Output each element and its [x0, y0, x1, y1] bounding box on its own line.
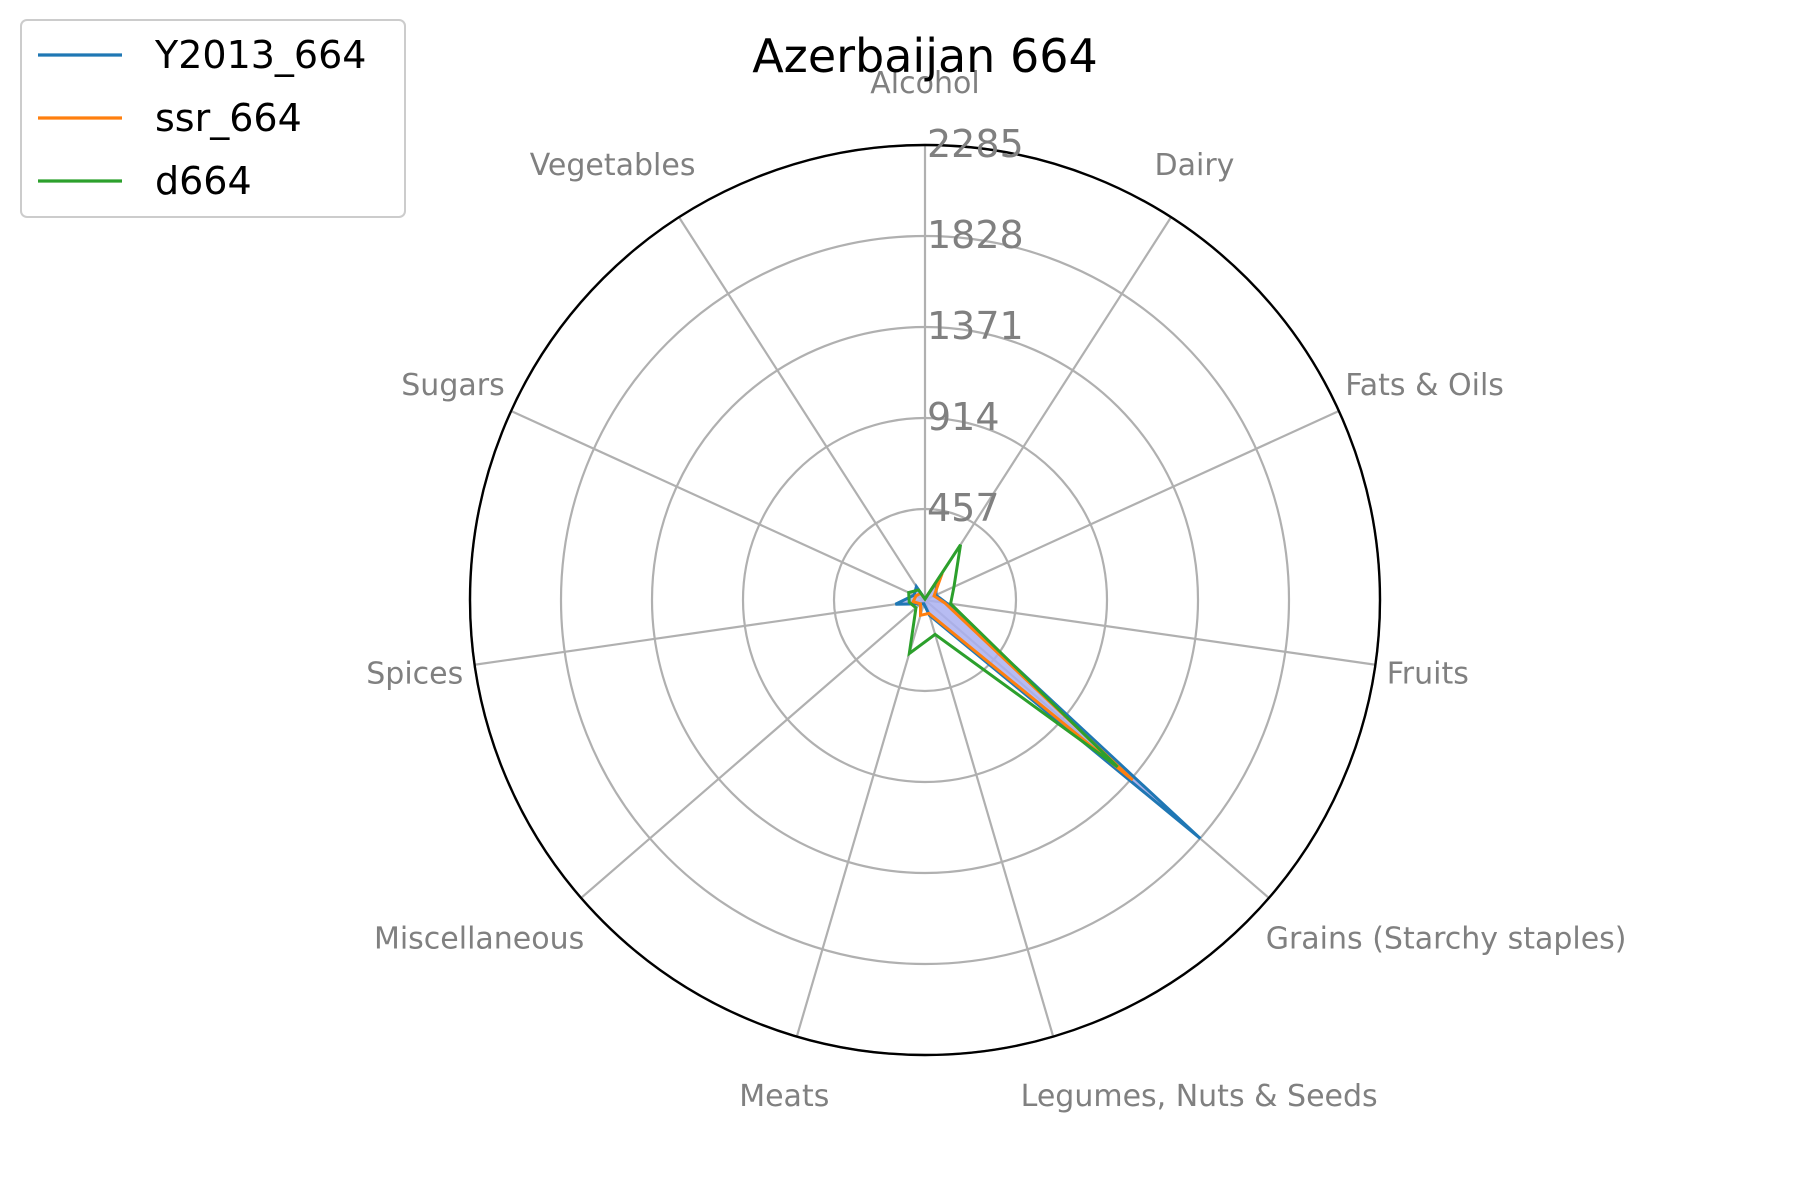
category-label-9: Spices	[366, 657, 463, 692]
category-label-5: Grains (Starchy staples)	[1266, 922, 1627, 957]
polar-frame	[468, 143, 1382, 1057]
grid-spoke-4	[924, 598, 1376, 666]
category-label-10: Sugars	[401, 368, 504, 403]
grid-spoke-8	[580, 599, 926, 899]
category-label-4: Fruits	[1387, 657, 1469, 692]
legend: Y2013_664 ssr_664 d664	[20, 19, 406, 218]
grid-spoke-11	[678, 216, 926, 601]
category-label-6: Legumes, Nuts & Seeds	[1021, 1079, 1378, 1114]
category-label-2: Dairy	[1155, 148, 1235, 183]
chart-title: Azerbaijan 664	[752, 29, 1098, 83]
legend-box	[20, 19, 406, 218]
grid-spoke-3	[924, 409, 1340, 602]
tick-label-1: 457	[927, 486, 1000, 530]
tick-label-2: 914	[927, 395, 1000, 439]
grid-spoke-2	[924, 216, 1172, 601]
grid-spoke-7	[795, 599, 927, 1037]
tick-label-4: 1828	[927, 213, 1024, 257]
category-label-3: Fats & Oils	[1345, 368, 1504, 403]
series-line-d664	[907, 543, 1119, 769]
series-line-ssr_664	[911, 572, 1134, 782]
category-labels: Alcohol Dairy Fats & Oils Fruits Grains (Sta…	[366, 66, 1626, 1114]
grid-spoke-6	[923, 599, 1055, 1037]
series-lines	[894, 543, 1202, 840]
grid-spoke-10	[510, 409, 926, 602]
radial-tick-labels: 457 914 1371 1828 2285	[927, 122, 1024, 530]
grid-spoke-9	[474, 598, 926, 666]
category-label-1: Alcohol	[870, 66, 979, 101]
tick-label-5: 2285	[927, 122, 1024, 166]
legend-label-ssr_664: ssr_664	[155, 96, 302, 140]
legend-label-d664: d664	[155, 159, 252, 203]
tick-label-3: 1371	[927, 304, 1024, 348]
category-label-8: Miscellaneous	[374, 922, 584, 957]
legend-label-Y2013_664: Y2013_664	[154, 33, 366, 77]
category-label-11: Vegetables	[530, 148, 696, 183]
category-label-7: Meats	[739, 1079, 829, 1114]
